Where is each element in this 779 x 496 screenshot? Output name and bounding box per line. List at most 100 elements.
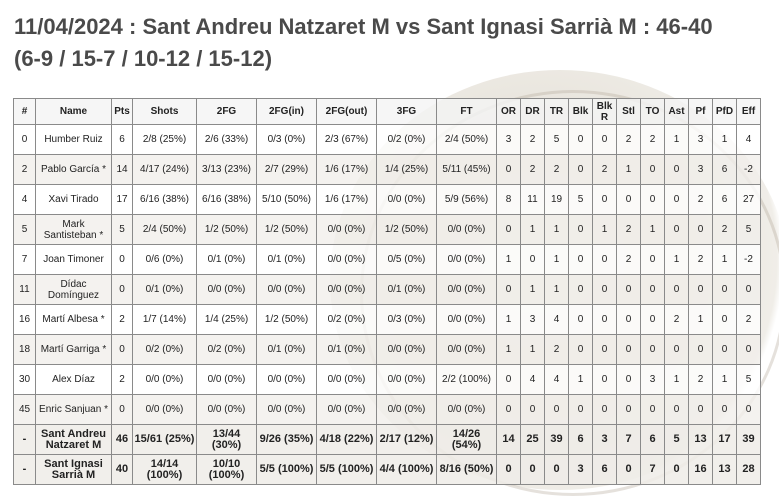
cell-2fg-in: 0/3 (0%) (256, 124, 317, 155)
cell-turnovers: 2 (640, 124, 665, 155)
cell-efficiency: 4 (736, 124, 761, 155)
cell-3fg: 0/5 (0%) (376, 244, 437, 275)
cell-assists: 5 (664, 424, 689, 455)
cell-efficiency: 0 (736, 394, 761, 425)
cell-points: 40 (111, 454, 133, 485)
cell-2fg-out: 4/18 (22%) (316, 424, 377, 455)
col-header-number: # (13, 98, 36, 125)
cell-2fg-out: 0/0 (0%) (316, 214, 377, 245)
cell-off-rebounds: 8 (496, 184, 521, 215)
cell-2fg-in: 9/26 (35%) (256, 424, 317, 455)
cell-points: 0 (111, 334, 133, 365)
cell-off-rebounds: 0 (496, 154, 521, 185)
cell-off-rebounds: 0 (496, 364, 521, 395)
cell-shots: 0/2 (0%) (132, 334, 197, 365)
cell-2fg-out: 2/3 (67%) (316, 124, 377, 155)
cell-fouls: 13 (688, 424, 713, 455)
cell-number: 16 (13, 304, 36, 335)
cell-total-rebounds: 2 (544, 154, 569, 185)
cell-name: Pablo García * (35, 154, 112, 185)
cell-3fg: 1/4 (25%) (376, 154, 437, 185)
player-row: 18 Martí Garriga * 0 0/2 (0%) 0/2 (0%) 0/1 (0… (13, 334, 761, 365)
cell-shots: 15/61 (25%) (132, 424, 197, 455)
cell-off-rebounds: 0 (496, 274, 521, 305)
player-row: 4 Xavi Tirado 17 6/16 (38%) 6/16 (38%) 5/10 (… (13, 184, 761, 215)
team-total-row: - Sant Ignasi Sarrià M 40 14/14 (100%) 10/10… (13, 454, 761, 485)
cell-steals: 2 (616, 244, 641, 275)
cell-ft: 2/4 (50%) (436, 124, 497, 155)
cell-3fg: 0/2 (0%) (376, 124, 437, 155)
col-header-assists: Ast (664, 98, 689, 125)
cell-2fg: 0/0 (0%) (196, 364, 257, 395)
cell-2fg-in: 1/2 (50%) (256, 304, 317, 335)
cell-blocks: 6 (568, 424, 593, 455)
col-header-blocks: Blk (568, 98, 593, 125)
cell-off-rebounds: 0 (496, 214, 521, 245)
cell-fouls: 0 (688, 274, 713, 305)
cell-efficiency: 0 (736, 334, 761, 365)
cell-steals: 0 (616, 364, 641, 395)
cell-shots: 14/14 (100%) (132, 454, 197, 485)
cell-ft: 8/16 (50%) (436, 454, 497, 485)
cell-def-rebounds: 3 (520, 304, 545, 335)
cell-efficiency: -2 (736, 154, 761, 185)
cell-efficiency: -2 (736, 244, 761, 275)
cell-fouls-drawn: 0 (712, 304, 737, 335)
cell-assists: 0 (664, 334, 689, 365)
cell-number: 30 (13, 364, 36, 395)
cell-assists: 0 (664, 454, 689, 485)
cell-2fg: 1/2 (50%) (196, 214, 257, 245)
col-header-efficiency: Eff (736, 98, 761, 125)
cell-blocks: 0 (568, 274, 593, 305)
cell-shots: 6/16 (38%) (132, 184, 197, 215)
cell-turnovers: 7 (640, 454, 665, 485)
cell-shots: 2/8 (25%) (132, 124, 197, 155)
team-total-row: - Sant Andreu Natzaret M 46 15/61 (25%) 13/4… (13, 424, 761, 455)
cell-ft: 2/2 (100%) (436, 364, 497, 395)
cell-points: 46 (111, 424, 133, 455)
cell-fouls: 1 (688, 304, 713, 335)
cell-steals: 0 (616, 394, 641, 425)
cell-2fg-out: 5/5 (100%) (316, 454, 377, 485)
cell-assists: 2 (664, 304, 689, 335)
cell-total-rebounds: 1 (544, 274, 569, 305)
cell-turnovers: 0 (640, 184, 665, 215)
player-row: 7 Joan Timoner 0 0/6 (0%) 0/1 (0%) 0/1 (0%) 0/… (13, 244, 761, 275)
cell-fouls-drawn: 17 (712, 424, 737, 455)
cell-blocks-received: 0 (592, 274, 617, 305)
player-row: 16 Martí Albesa * 2 1/7 (14%) 1/4 (25%) 1/2 (… (13, 304, 761, 335)
cell-def-rebounds: 0 (520, 394, 545, 425)
cell-turnovers: 0 (640, 244, 665, 275)
cell-turnovers: 0 (640, 394, 665, 425)
cell-2fg-out: 0/0 (0%) (316, 274, 377, 305)
cell-blocks: 0 (568, 304, 593, 335)
cell-3fg: 0/0 (0%) (376, 394, 437, 425)
cell-2fg: 0/2 (0%) (196, 334, 257, 365)
col-header-2fg-in: 2FG(in) (256, 98, 317, 125)
cell-blocks-received: 0 (592, 364, 617, 395)
player-row: 11 Dídac Domínguez 0 0/1 (0%) 0/0 (0%) 0/0 (0… (13, 274, 761, 305)
match-title: 11/04/2024 : Sant Andreu Natzaret M vs S… (14, 14, 713, 39)
cell-2fg-in: 2/7 (29%) (256, 154, 317, 185)
cell-2fg-out: 1/6 (17%) (316, 184, 377, 215)
col-header-3fg: 3FG (376, 98, 437, 125)
cell-off-rebounds: 0 (496, 454, 521, 485)
cell-blocks-received: 0 (592, 244, 617, 275)
box-score-table: # Name Pts Shots 2FG 2FG(in) 2FG(out) 3FG FT OR DR… (13, 98, 761, 485)
header-row: # Name Pts Shots 2FG 2FG(in) 2FG(out) 3FG FT OR DR… (13, 98, 761, 125)
cell-def-rebounds: 11 (520, 184, 545, 215)
cell-2fg: 2/6 (33%) (196, 124, 257, 155)
cell-efficiency: 5 (736, 214, 761, 245)
cell-efficiency: 5 (736, 364, 761, 395)
col-header-name: Name (35, 98, 112, 125)
cell-2fg-out: 0/2 (0%) (316, 304, 377, 335)
cell-ft: 14/26 (54%) (436, 424, 497, 455)
cell-2fg-in: 5/5 (100%) (256, 454, 317, 485)
cell-def-rebounds: 25 (520, 424, 545, 455)
cell-2fg: 13/44 (30%) (196, 424, 257, 455)
cell-fouls: 16 (688, 454, 713, 485)
cell-efficiency: 39 (736, 424, 761, 455)
cell-steals: 0 (616, 454, 641, 485)
col-header-steals: Stl (616, 98, 641, 125)
cell-3fg: 1/2 (50%) (376, 214, 437, 245)
